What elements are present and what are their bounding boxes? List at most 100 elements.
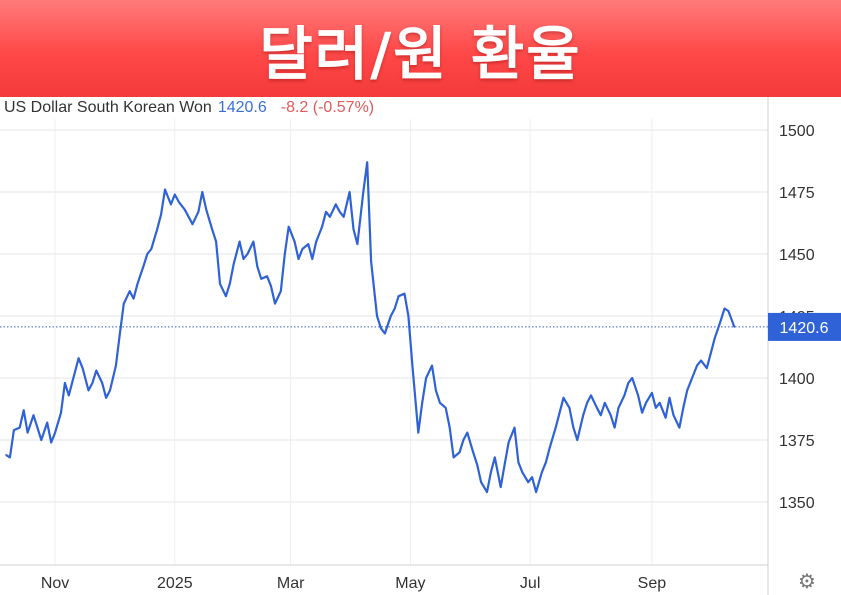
data-point [494, 456, 496, 459]
data-point [174, 193, 176, 196]
data-point [115, 364, 117, 367]
data-point [389, 315, 392, 317]
data-point [623, 394, 626, 397]
data-point [18, 426, 21, 429]
data-point [270, 285, 272, 288]
data-point [22, 409, 25, 412]
data-point [713, 337, 716, 340]
data-point [609, 414, 612, 417]
data-point [266, 275, 268, 278]
data-point [476, 464, 478, 466]
data-point [238, 240, 241, 243]
y-tick-label: 1450 [779, 247, 815, 264]
exchange-rate-chart: 1350137514001425145014751500Nov2025MarMa… [0, 97, 841, 595]
data-point [678, 426, 681, 429]
data-point [164, 188, 166, 191]
data-point [458, 451, 461, 454]
data-point [197, 211, 200, 213]
data-point [242, 258, 245, 260]
data-point [645, 402, 647, 404]
data-point [719, 320, 722, 322]
data-point [211, 228, 213, 230]
data-point [156, 228, 158, 230]
data-point [658, 402, 661, 404]
data-point [590, 394, 592, 397]
x-tick-label: Sep [638, 575, 667, 592]
data-point [631, 377, 634, 379]
data-point [301, 248, 304, 250]
data-point [692, 374, 694, 377]
last-price-label: 1420.6 [780, 320, 829, 337]
data-point [73, 372, 76, 374]
last-price: 1420.6 [217, 99, 267, 116]
data-point [727, 310, 730, 312]
data-point [321, 225, 323, 228]
data-point [733, 326, 736, 328]
data-point [541, 471, 543, 474]
data-point [13, 429, 15, 431]
data-point [119, 332, 121, 335]
data-point [297, 258, 300, 260]
instrument-name: US Dollar South Korean Won [4, 99, 212, 116]
data-point [576, 439, 579, 441]
data-point [668, 397, 671, 399]
data-point [170, 203, 172, 206]
data-point [466, 431, 469, 434]
y-tick-label: 1375 [779, 433, 815, 450]
data-point [558, 411, 561, 414]
x-tick-label: Nov [41, 575, 69, 592]
data-point [122, 302, 125, 305]
data-point [627, 382, 630, 384]
data-point [444, 406, 447, 409]
y-tick-label: 1400 [779, 371, 815, 388]
data-point [531, 476, 533, 479]
data-point [9, 456, 11, 459]
data-point [452, 456, 455, 459]
data-point [664, 416, 667, 419]
data-point [32, 414, 35, 417]
data-point [723, 307, 726, 310]
data-point [582, 414, 584, 417]
price-change: -8.2 (-0.57%) [280, 99, 375, 116]
data-point [513, 426, 516, 429]
data-point [435, 389, 437, 392]
data-point [91, 382, 94, 384]
data-point [499, 486, 502, 488]
data-point [521, 471, 524, 474]
data-point [283, 253, 286, 255]
data-point [293, 240, 296, 243]
data-point [641, 411, 643, 414]
data-point [480, 481, 482, 483]
data-point [260, 278, 263, 280]
data-point [425, 377, 427, 379]
data-point [380, 327, 382, 330]
data-point [187, 216, 190, 218]
data-point [109, 389, 111, 392]
instrument-header: US Dollar South Korean Won 1420.6 -8.2 (-0… [4, 97, 374, 119]
data-point [362, 191, 365, 193]
data-point [568, 406, 571, 409]
y-tick-label: 1500 [779, 123, 815, 140]
data-point [655, 406, 657, 409]
data-point [128, 290, 131, 293]
x-tick-label: May [395, 575, 425, 592]
data-point [191, 223, 194, 226]
data-point [105, 397, 107, 399]
data-point [517, 461, 520, 464]
y-tick-label: 1475 [779, 185, 815, 202]
data-point [613, 426, 616, 429]
series-line [5, 161, 736, 494]
title-banner: 달러/원 환율 [0, 0, 841, 97]
data-point [229, 282, 231, 285]
gear-icon[interactable]: ⚙ [798, 569, 816, 593]
data-point [603, 402, 606, 404]
data-point [393, 307, 396, 310]
data-point [527, 481, 529, 483]
data-point [36, 426, 39, 429]
data-point [232, 263, 235, 265]
data-point [338, 211, 341, 213]
data-point [205, 208, 208, 211]
data-point [672, 414, 675, 417]
data-point [225, 295, 227, 297]
data-point [535, 491, 537, 493]
